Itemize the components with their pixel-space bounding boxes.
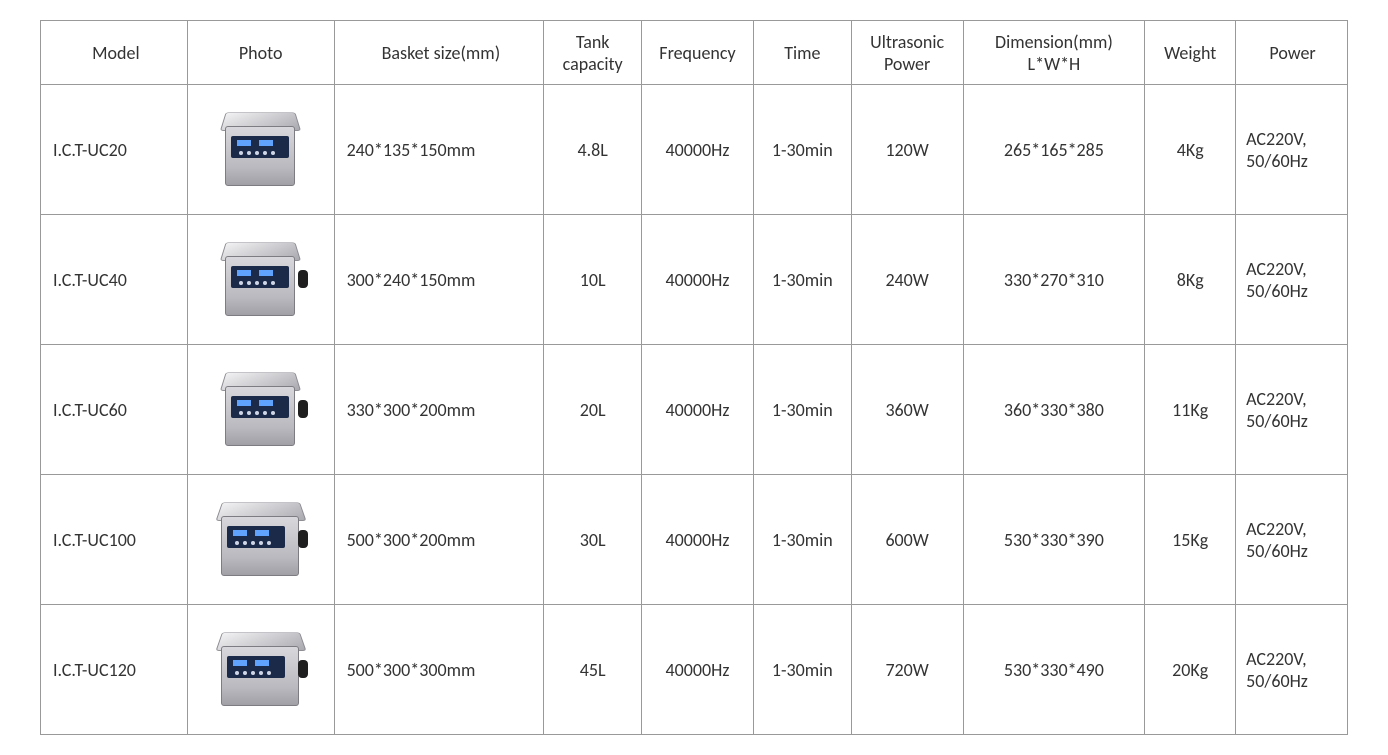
cell-ultrasonic-power: 240W (851, 215, 963, 345)
cell-dimension: 265*165*285 (963, 85, 1145, 215)
cell-time: 1-30min (753, 475, 851, 605)
header-power: Power (1236, 21, 1348, 85)
cell-ultrasonic-power: 360W (851, 345, 963, 475)
cell-tank-capacity: 4.8L (544, 85, 642, 215)
cell-basket-size: 500*300*300mm (334, 605, 544, 735)
header-tank-capacity: Tank capacity (544, 21, 642, 85)
header-photo: Photo (187, 21, 334, 85)
cell-basket-size: 500*300*200mm (334, 475, 544, 605)
cell-tank-capacity: 10L (544, 215, 642, 345)
cell-ultrasonic-power: 600W (851, 475, 963, 605)
product-photo-icon (213, 622, 308, 717)
cell-time: 1-30min (753, 215, 851, 345)
cell-ultrasonic-power: 120W (851, 85, 963, 215)
cell-tank-capacity: 20L (544, 345, 642, 475)
header-time: Time (753, 21, 851, 85)
cell-frequency: 40000Hz (642, 215, 754, 345)
cell-photo (187, 605, 334, 735)
cell-photo (187, 215, 334, 345)
product-photo-icon (213, 362, 308, 457)
cell-weight: 8Kg (1145, 215, 1236, 345)
header-model: Model (41, 21, 188, 85)
table-row: I.C.T-UC40 300*240*150mm 10L 40000Hz 1-3… (41, 215, 1348, 345)
cell-model: I.C.T-UC100 (41, 475, 188, 605)
cell-basket-size: 330*300*200mm (334, 345, 544, 475)
cell-photo (187, 475, 334, 605)
cell-time: 1-30min (753, 85, 851, 215)
cell-ultrasonic-power: 720W (851, 605, 963, 735)
cell-photo (187, 345, 334, 475)
cell-time: 1-30min (753, 605, 851, 735)
cell-frequency: 40000Hz (642, 475, 754, 605)
cell-basket-size: 300*240*150mm (334, 215, 544, 345)
cell-model: I.C.T-UC120 (41, 605, 188, 735)
product-photo-icon (213, 492, 308, 587)
table-row: I.C.T-UC20 240*135*150mm 4.8L 40000Hz 1-… (41, 85, 1348, 215)
cell-dimension: 530*330*390 (963, 475, 1145, 605)
cell-power: AC220V, 50/60Hz (1236, 605, 1348, 735)
cell-power: AC220V, 50/60Hz (1236, 475, 1348, 605)
cell-dimension: 530*330*490 (963, 605, 1145, 735)
cell-power: AC220V, 50/60Hz (1236, 215, 1348, 345)
cell-frequency: 40000Hz (642, 605, 754, 735)
header-frequency: Frequency (642, 21, 754, 85)
table-row: I.C.T-UC100 500*300*200mm 30L 40000Hz 1-… (41, 475, 1348, 605)
cell-power: AC220V, 50/60Hz (1236, 345, 1348, 475)
product-photo-icon (213, 102, 308, 197)
cell-model: I.C.T-UC40 (41, 215, 188, 345)
product-photo-icon (213, 232, 308, 327)
cell-weight: 4Kg (1145, 85, 1236, 215)
cell-photo (187, 85, 334, 215)
cell-dimension: 360*330*380 (963, 345, 1145, 475)
cell-weight: 15Kg (1145, 475, 1236, 605)
cell-basket-size: 240*135*150mm (334, 85, 544, 215)
cell-weight: 11Kg (1145, 345, 1236, 475)
table-row: I.C.T-UC120 500*300*300mm 45L 40000Hz 1-… (41, 605, 1348, 735)
cell-weight: 20Kg (1145, 605, 1236, 735)
cell-power: AC220V, 50/60Hz (1236, 85, 1348, 215)
cell-frequency: 40000Hz (642, 345, 754, 475)
table-row: I.C.T-UC60 330*300*200mm 20L 40000Hz 1-3… (41, 345, 1348, 475)
header-ultrasonic-power: Ultrasonic Power (851, 21, 963, 85)
table-body: I.C.T-UC20 240*135*150mm 4.8L 40000Hz 1-… (41, 85, 1348, 735)
table-header-row: Model Photo Basket size(mm) Tank capacit… (41, 21, 1348, 85)
cell-frequency: 40000Hz (642, 85, 754, 215)
header-dimension: Dimension(mm) L*W*H (963, 21, 1145, 85)
cell-dimension: 330*270*310 (963, 215, 1145, 345)
spec-table: Model Photo Basket size(mm) Tank capacit… (40, 20, 1348, 735)
header-weight: Weight (1145, 21, 1236, 85)
cell-time: 1-30min (753, 345, 851, 475)
cell-tank-capacity: 30L (544, 475, 642, 605)
header-basket-size: Basket size(mm) (334, 21, 544, 85)
cell-model: I.C.T-UC20 (41, 85, 188, 215)
cell-tank-capacity: 45L (544, 605, 642, 735)
cell-model: I.C.T-UC60 (41, 345, 188, 475)
